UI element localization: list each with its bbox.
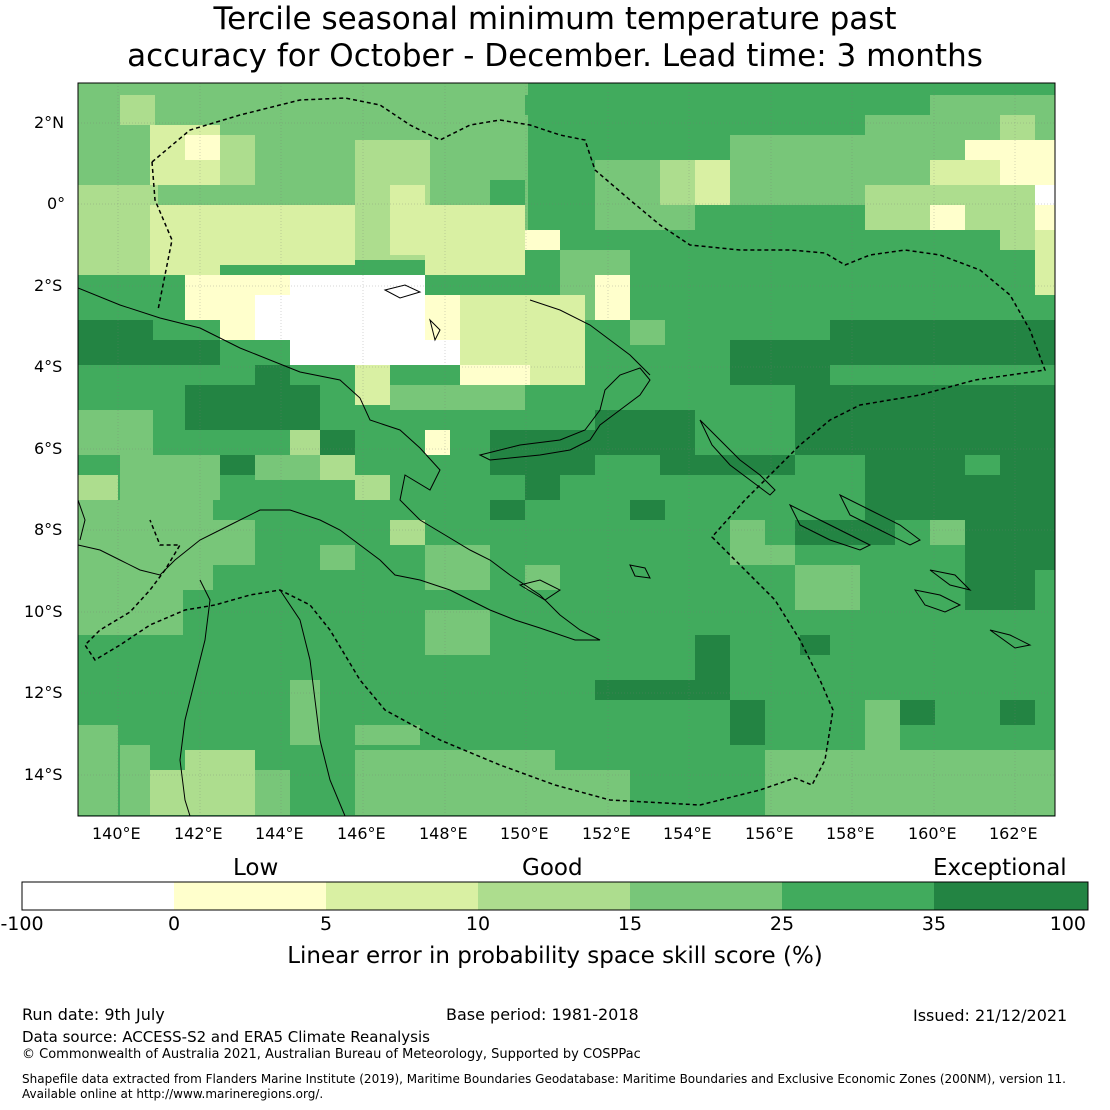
map-title-line-1: Tercile seasonal minimum temperature pas… (213, 1, 897, 37)
lon-label-158e: 158°E (826, 824, 875, 843)
legend-tick-15: 15 (617, 913, 643, 935)
copyright-notice: © Commonwealth of Australia 2021, Austra… (22, 1047, 641, 1062)
legend-tick-100: 100 (1049, 913, 1086, 935)
eez-boundary (84, 97, 1047, 806)
lat-label-2n: 2°N (34, 113, 65, 132)
colorbar-segment-10-15 (478, 882, 630, 910)
lat-label-6s: 6°S (34, 439, 63, 458)
lon-label-150e: 150°E (500, 824, 549, 843)
lon-label-144e: 144°E (255, 824, 304, 843)
lat-label-2s: 2°S (34, 276, 63, 295)
base-period: Base period: 1981-2018 (446, 1005, 639, 1024)
lon-label-152e: 152°E (582, 824, 631, 843)
legend-tick-35: 35 (921, 913, 947, 935)
legend-category-exceptional: Exceptional (933, 855, 1067, 881)
lon-label-162e: 162°E (989, 824, 1038, 843)
colorbar-segment-0-5 (174, 882, 326, 910)
shapefile-credit-line-1: Shapefile data extracted from Flanders M… (22, 1072, 1066, 1086)
skill-cells (78, 83, 1055, 815)
colorbar-segment-35-100 (934, 882, 1088, 910)
colorbar (21, 881, 1089, 911)
legend-tick-25: 25 (769, 913, 795, 935)
legend-tick-minus100: -100 (0, 913, 44, 935)
lon-label-140e: 140°E (92, 824, 141, 843)
lon-label-148e: 148°E (419, 824, 468, 843)
lon-label-154e: 154°E (663, 824, 712, 843)
legend-tick-10: 10 (465, 913, 491, 935)
eez-boundary-west (151, 161, 173, 311)
shapefile-credit-line-2: Available online at http://www.marinereg… (22, 1087, 324, 1101)
colorbar-frame (21, 881, 1089, 911)
issued-date: Issued: 21/12/2021 (913, 1006, 1068, 1025)
map-frame (77, 82, 1056, 817)
lat-label-12s: 12°S (24, 683, 63, 702)
colorbar-segment-25-35 (782, 882, 934, 910)
lat-label-8s: 8°S (34, 520, 63, 539)
lat-label-14s: 14°S (24, 765, 63, 784)
colorbar-label: Linear error in probability space skill … (287, 943, 823, 969)
lon-label-160e: 160°E (908, 824, 957, 843)
legend-category-low: Low (233, 855, 279, 881)
lon-label-142e: 142°E (174, 824, 223, 843)
lon-label-156e: 156°E (745, 824, 794, 843)
run-date: Run date: 9th July (22, 1005, 165, 1024)
gridlines (78, 83, 1055, 816)
colorbar-segment-15-25 (630, 882, 782, 910)
legend-tick-0: 0 (167, 913, 181, 935)
legend-tick-5: 5 (319, 913, 333, 935)
colorbar-segment-white (22, 882, 174, 910)
map-title-line-2: accuracy for October - December. Lead ti… (127, 38, 983, 74)
lon-label-146e: 146°E (337, 824, 386, 843)
coastlines (78, 284, 1032, 816)
data-source: Data source: ACCESS-S2 and ERA5 Climate … (22, 1028, 430, 1046)
lat-label-0: 0° (47, 194, 66, 213)
lat-label-4s: 4°S (34, 357, 63, 376)
legend-category-good: Good (522, 855, 583, 881)
colorbar-segment-5-10 (326, 882, 478, 910)
lat-label-10s: 10°S (24, 602, 63, 621)
